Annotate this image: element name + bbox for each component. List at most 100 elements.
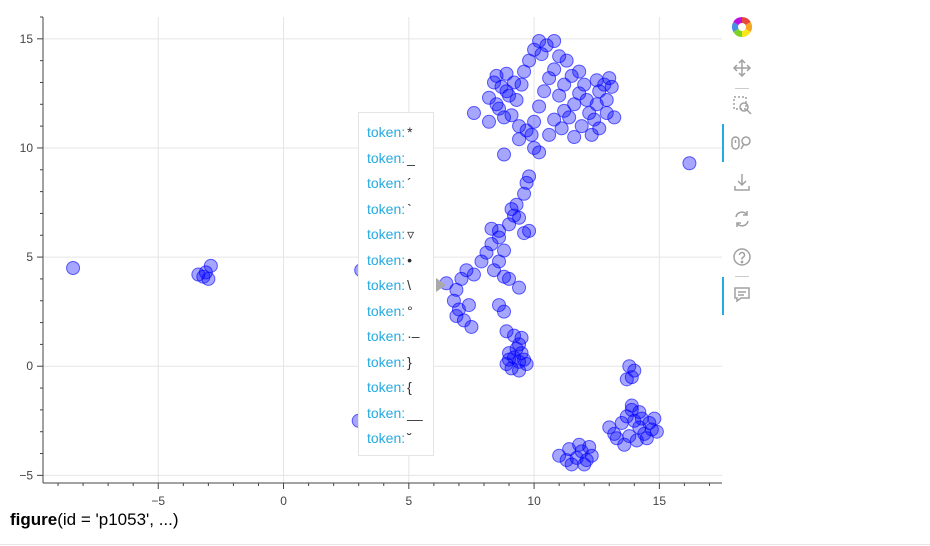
tooltip-value: ▿	[407, 226, 415, 242]
help-icon[interactable]	[730, 245, 754, 269]
data-point	[607, 110, 622, 125]
data-point	[584, 127, 599, 142]
data-point	[459, 263, 474, 278]
data-point	[486, 263, 501, 278]
tooltip-value: •	[407, 251, 413, 268]
data-point	[532, 145, 547, 160]
active-tool-indicator	[722, 277, 724, 315]
tooltip-row: token: __	[367, 401, 433, 427]
data-point	[492, 101, 507, 116]
data-point	[607, 426, 622, 441]
data-point	[562, 110, 577, 125]
data-point	[532, 99, 547, 114]
data-point	[481, 114, 496, 129]
data-point	[509, 197, 524, 212]
data-point	[466, 267, 481, 282]
tooltip-value: {	[407, 379, 412, 395]
wheel-zoom-icon[interactable]	[730, 131, 754, 155]
data-point	[449, 309, 464, 324]
x-tick-label: 5	[405, 494, 412, 508]
data-point	[499, 324, 514, 339]
data-point	[196, 269, 211, 284]
x-tick-label: −5	[151, 494, 165, 508]
data-point	[522, 169, 537, 184]
data-point	[203, 258, 218, 273]
data-point	[512, 280, 527, 295]
figure-func: figure	[10, 510, 58, 529]
data-point	[574, 119, 589, 134]
data-point	[492, 254, 507, 269]
tooltip-row: token: _	[367, 146, 433, 172]
figure-args: (id = 'p1053', ...)	[57, 510, 179, 529]
tooltip-key: token:	[367, 149, 406, 166]
data-point	[542, 71, 557, 86]
data-point	[522, 223, 537, 238]
toolbar-separator	[735, 276, 749, 277]
bokeh-logo-icon[interactable]	[730, 15, 754, 39]
data-point	[587, 112, 602, 127]
data-point	[517, 186, 532, 201]
tooltip-key: token:	[367, 430, 406, 446]
tooltip-key: token:	[367, 277, 406, 293]
tooltip-row: token: ▿	[367, 222, 433, 248]
data-point	[502, 271, 517, 286]
data-point	[534, 47, 549, 62]
data-point	[509, 92, 524, 107]
data-point	[492, 223, 507, 238]
tooltip-value: _	[407, 149, 415, 166]
data-point	[66, 261, 81, 276]
data-point	[572, 64, 587, 79]
tooltip-value: }	[407, 353, 412, 370]
data-point	[512, 363, 527, 378]
tooltip-value: ´	[407, 175, 412, 191]
data-point	[524, 127, 539, 142]
data-point	[486, 75, 501, 90]
x-tick-label: 0	[280, 494, 287, 508]
tooltip-value: `	[407, 200, 412, 217]
data-point	[619, 372, 634, 387]
tooltip-key: token:	[367, 404, 406, 421]
data-point	[597, 77, 612, 92]
data-point	[527, 42, 542, 57]
y-tick-label: −5	[19, 468, 33, 482]
x-tick-label: 10	[527, 494, 541, 508]
active-tool-indicator	[722, 124, 724, 162]
data-point	[542, 127, 557, 142]
tooltip-row: token:}	[367, 350, 433, 376]
tooltip-key: token:	[367, 175, 406, 191]
y-tick-label: 10	[20, 141, 34, 155]
data-point	[609, 431, 624, 446]
box-zoom-icon[interactable]	[730, 93, 754, 117]
data-point	[512, 119, 527, 134]
data-point	[547, 62, 562, 77]
hover-icon[interactable]	[730, 283, 754, 307]
data-point	[629, 433, 644, 448]
data-point	[502, 346, 517, 361]
data-point	[557, 77, 572, 92]
reset-icon[interactable]	[730, 207, 754, 231]
data-point	[502, 217, 517, 232]
data-point	[577, 457, 592, 472]
data-point	[577, 77, 592, 92]
data-point	[461, 298, 476, 313]
data-point	[552, 49, 567, 64]
x-tick-label: 15	[653, 494, 667, 508]
tooltip-key: token:	[367, 302, 406, 319]
tooltip-value: __	[407, 404, 423, 421]
data-point	[559, 53, 574, 68]
data-point	[466, 106, 481, 121]
data-point	[509, 341, 524, 356]
tooltip-row: token: °	[367, 299, 433, 325]
tooltip-key: token:	[367, 226, 406, 242]
hover-tooltip: token: * token: _ token: ´ token: ` token: ▿ …	[358, 112, 434, 456]
tooltip-value: ˘	[407, 430, 412, 446]
data-point	[504, 108, 519, 123]
data-point	[537, 84, 552, 99]
tooltip-key: token:	[367, 124, 406, 140]
save-icon[interactable]	[730, 170, 754, 194]
tooltip-key: token:	[367, 200, 406, 217]
tooltip-row: token: ·–	[367, 324, 433, 350]
axes: −5 0 5 10 15 −5 0 5 10 15	[19, 16, 722, 508]
pan-icon[interactable]	[730, 56, 754, 80]
